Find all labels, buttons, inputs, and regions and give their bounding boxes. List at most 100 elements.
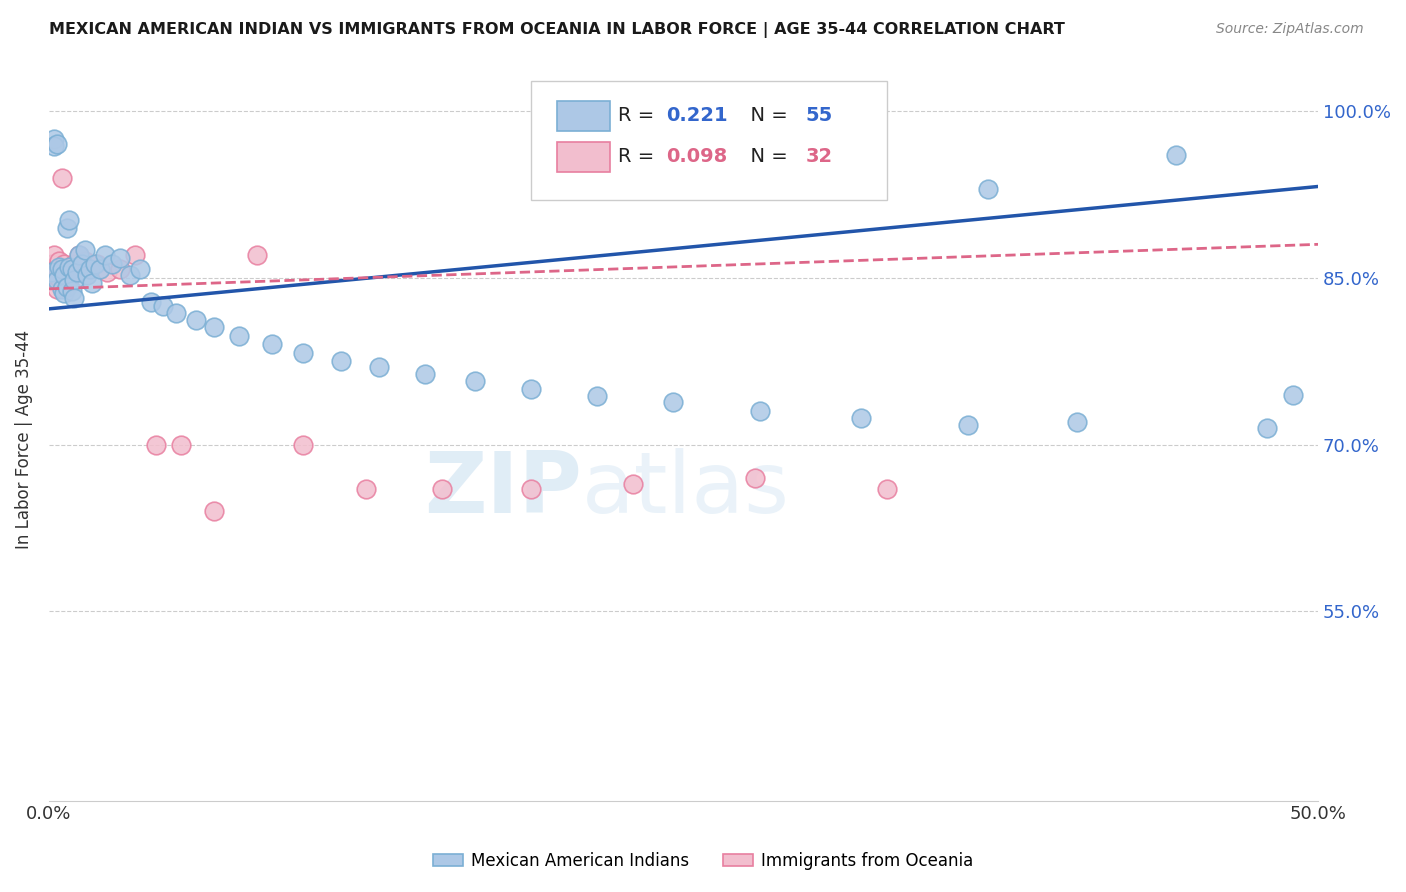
Text: Source: ZipAtlas.com: Source: ZipAtlas.com — [1216, 22, 1364, 37]
Point — [63, 273, 86, 287]
Point — [51, 170, 73, 185]
Point — [41, 273, 63, 287]
Point — [228, 328, 250, 343]
Point — [956, 417, 979, 432]
Point — [55, 261, 77, 276]
Point — [262, 337, 284, 351]
Point — [63, 291, 86, 305]
Point — [186, 313, 208, 327]
Point — [70, 257, 93, 271]
Point — [329, 354, 352, 368]
Point — [42, 139, 65, 153]
Point — [368, 359, 391, 374]
Point — [851, 410, 873, 425]
Point — [1256, 421, 1278, 435]
Point — [1281, 387, 1303, 401]
Point — [67, 248, 90, 262]
Point — [79, 261, 101, 276]
Point — [60, 265, 83, 279]
Point — [45, 137, 67, 152]
Point — [152, 299, 174, 313]
Point — [66, 265, 89, 279]
Point — [145, 437, 167, 451]
Point — [108, 251, 131, 265]
Legend: Mexican American Indians, Immigrants from Oceania: Mexican American Indians, Immigrants fro… — [426, 846, 980, 877]
Point — [48, 260, 70, 274]
Point — [55, 220, 77, 235]
Text: N =: N = — [738, 106, 794, 125]
Point — [246, 248, 269, 262]
Point — [291, 437, 314, 451]
Point — [748, 404, 770, 418]
Point — [79, 261, 101, 276]
Point — [53, 257, 76, 271]
Point — [1066, 415, 1088, 429]
Point — [520, 382, 543, 396]
Point — [83, 257, 105, 271]
Point — [108, 261, 131, 276]
Point — [45, 282, 67, 296]
Point — [73, 243, 96, 257]
Point — [129, 261, 152, 276]
Point — [82, 277, 104, 291]
Point — [42, 248, 65, 262]
Point — [42, 131, 65, 145]
Point — [520, 482, 543, 496]
Point — [55, 279, 77, 293]
Point — [464, 374, 486, 388]
Text: 0.098: 0.098 — [666, 147, 727, 167]
Point — [876, 482, 898, 496]
Point — [73, 254, 96, 268]
Point — [45, 261, 67, 276]
Point — [60, 261, 83, 276]
Point — [58, 260, 80, 274]
Point — [356, 482, 378, 496]
Point — [124, 248, 146, 262]
Text: R =: R = — [617, 147, 659, 167]
FancyBboxPatch shape — [557, 142, 610, 172]
Point — [45, 273, 67, 287]
Point — [51, 261, 73, 276]
Point — [63, 257, 86, 271]
Point — [291, 346, 314, 360]
Text: R =: R = — [617, 106, 659, 125]
Point — [165, 306, 187, 320]
Point — [96, 265, 118, 279]
Point — [48, 270, 70, 285]
Text: atlas: atlas — [582, 448, 790, 531]
Point — [42, 265, 65, 279]
Point — [413, 368, 436, 382]
Text: 0.221: 0.221 — [666, 106, 727, 125]
Point — [94, 248, 117, 262]
Point — [1164, 148, 1187, 162]
Text: ZIP: ZIP — [425, 448, 582, 531]
Point — [170, 437, 193, 451]
Point — [89, 261, 111, 276]
Point — [41, 265, 63, 279]
Point — [202, 319, 225, 334]
Point — [76, 268, 98, 283]
Point — [53, 286, 76, 301]
Text: N =: N = — [738, 147, 794, 167]
Point — [662, 395, 685, 409]
Point — [60, 284, 83, 298]
Point — [41, 257, 63, 271]
Point — [977, 182, 1000, 196]
Text: 55: 55 — [806, 106, 832, 125]
Point — [744, 471, 766, 485]
Point — [139, 295, 162, 310]
Text: 32: 32 — [806, 147, 832, 167]
Point — [621, 476, 644, 491]
Point — [432, 482, 454, 496]
Point — [58, 212, 80, 227]
Point — [53, 268, 76, 283]
Point — [586, 389, 609, 403]
Point — [67, 248, 90, 262]
Y-axis label: In Labor Force | Age 35-44: In Labor Force | Age 35-44 — [15, 329, 32, 549]
Point — [58, 273, 80, 287]
Point — [120, 268, 142, 283]
FancyBboxPatch shape — [557, 101, 610, 131]
FancyBboxPatch shape — [531, 81, 887, 201]
Point — [101, 257, 124, 271]
Point — [86, 257, 108, 271]
